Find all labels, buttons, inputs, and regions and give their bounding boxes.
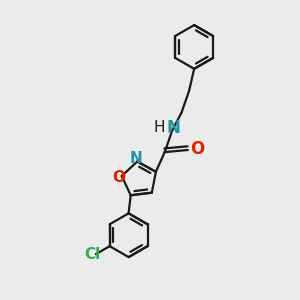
Text: H: H [153,120,165,135]
Text: O: O [113,170,126,185]
Text: Cl: Cl [84,247,101,262]
Text: N: N [166,119,180,137]
Text: O: O [190,140,204,158]
Text: N: N [129,152,142,166]
